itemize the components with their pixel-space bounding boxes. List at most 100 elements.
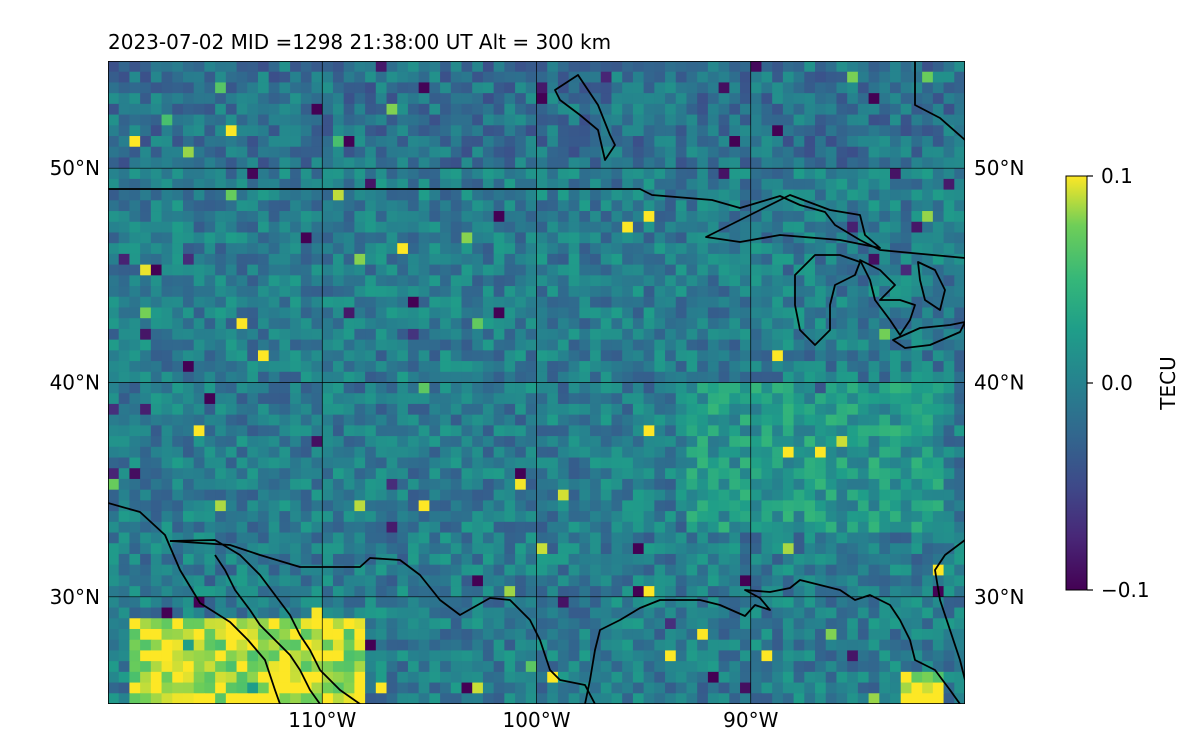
heatmap-cell <box>375 650 388 662</box>
heatmap-cell <box>386 146 398 159</box>
heatmap-cell <box>193 221 206 234</box>
heatmap-cell <box>825 682 838 694</box>
heatmap-cell <box>890 339 902 351</box>
heatmap-cell <box>643 307 655 319</box>
heatmap-cell <box>579 146 591 159</box>
heatmap-cell <box>461 393 473 405</box>
heatmap-cell <box>793 628 805 641</box>
heatmap-cell <box>182 178 195 191</box>
heatmap-cell <box>515 61 527 73</box>
heatmap-cell <box>450 553 463 566</box>
heatmap-cell <box>257 307 270 319</box>
heatmap-cell <box>482 671 495 684</box>
heatmap-cell <box>643 253 655 266</box>
heatmap-cell <box>279 275 291 287</box>
heatmap-cell <box>375 639 388 652</box>
heatmap-cell <box>515 607 527 619</box>
heatmap-cell <box>900 157 913 169</box>
heatmap-cell <box>932 511 945 523</box>
heatmap-cell <box>279 639 291 652</box>
heatmap-cell <box>215 671 227 684</box>
heatmap-cell <box>729 253 741 266</box>
heatmap-cell <box>525 136 538 148</box>
heatmap-cell <box>547 521 559 534</box>
heatmap-cell <box>740 125 752 137</box>
heatmap-cell <box>493 414 505 426</box>
heatmap-cell <box>750 146 763 159</box>
heatmap-cell <box>343 328 355 341</box>
heatmap-cell <box>268 71 280 84</box>
heatmap-cell <box>675 511 688 523</box>
heatmap-cell <box>386 286 398 298</box>
heatmap-cell <box>547 318 559 330</box>
heatmap-cell <box>761 71 773 84</box>
heatmap-cell <box>418 628 430 641</box>
heatmap-cell <box>140 211 152 223</box>
heatmap-cell <box>204 521 216 534</box>
heatmap-cell <box>440 457 452 469</box>
heatmap-cell <box>311 232 323 244</box>
heatmap-cell <box>600 296 613 309</box>
heatmap-cell <box>557 564 570 576</box>
heatmap-cell <box>290 71 302 84</box>
heatmap-cell <box>857 275 870 287</box>
heatmap-cell <box>407 328 420 341</box>
heatmap-cell <box>193 553 206 566</box>
heatmap-cell <box>236 328 248 341</box>
heatmap-cell <box>954 564 965 576</box>
heatmap-cell <box>600 575 613 587</box>
heatmap-cell <box>161 564 173 576</box>
heatmap-cell <box>686 671 698 684</box>
heatmap-cell <box>686 682 698 694</box>
heatmap-cell <box>172 178 184 191</box>
heatmap-cell <box>557 264 570 276</box>
heatmap-cell <box>643 200 655 212</box>
heatmap-cell <box>407 232 420 244</box>
heatmap-cell <box>890 457 902 469</box>
heatmap-cell <box>182 532 195 544</box>
heatmap-cell <box>922 639 934 652</box>
heatmap-cell <box>397 264 409 276</box>
heatmap-cell <box>386 71 398 84</box>
heatmap-cell <box>354 446 366 459</box>
heatmap-cell <box>847 286 859 298</box>
heatmap-cell <box>740 93 752 105</box>
heatmap-cell <box>932 543 945 555</box>
heatmap-cell <box>322 328 334 341</box>
heatmap-cell <box>300 650 313 662</box>
heatmap-cell <box>182 446 195 459</box>
heatmap-cell <box>836 393 848 405</box>
heatmap-cell <box>782 671 795 684</box>
heatmap-cell <box>622 586 634 598</box>
heatmap-cell <box>932 521 945 534</box>
heatmap-cell <box>515 318 527 330</box>
heatmap-cell <box>954 253 965 266</box>
heatmap-cell <box>290 243 302 255</box>
heatmap-cell <box>568 243 580 255</box>
heatmap-cell <box>718 253 730 266</box>
heatmap-cell <box>461 575 473 587</box>
heatmap-cell <box>461 596 473 609</box>
heatmap-cell <box>557 446 570 459</box>
heatmap-cell <box>654 436 666 448</box>
heatmap-cell <box>332 532 345 544</box>
heatmap-cell <box>161 414 173 426</box>
heatmap-cell <box>193 393 206 405</box>
heatmap-cell <box>354 275 366 287</box>
heatmap-cell <box>450 628 463 641</box>
heatmap-cell <box>482 553 495 566</box>
heatmap-cell <box>890 521 902 534</box>
heatmap-cell <box>140 414 152 426</box>
heatmap-cell <box>311 564 323 576</box>
heatmap-cell <box>900 253 913 266</box>
heatmap-cell <box>204 232 216 244</box>
heatmap-cell <box>590 403 602 416</box>
heatmap-cell <box>493 650 505 662</box>
heatmap-cell <box>365 618 377 630</box>
heatmap-cell <box>611 136 623 148</box>
heatmap-cell <box>632 275 645 287</box>
heatmap-cell <box>825 136 838 148</box>
heatmap-cell <box>407 414 420 426</box>
heatmap-cell <box>343 71 355 84</box>
heatmap-cell <box>365 168 377 180</box>
